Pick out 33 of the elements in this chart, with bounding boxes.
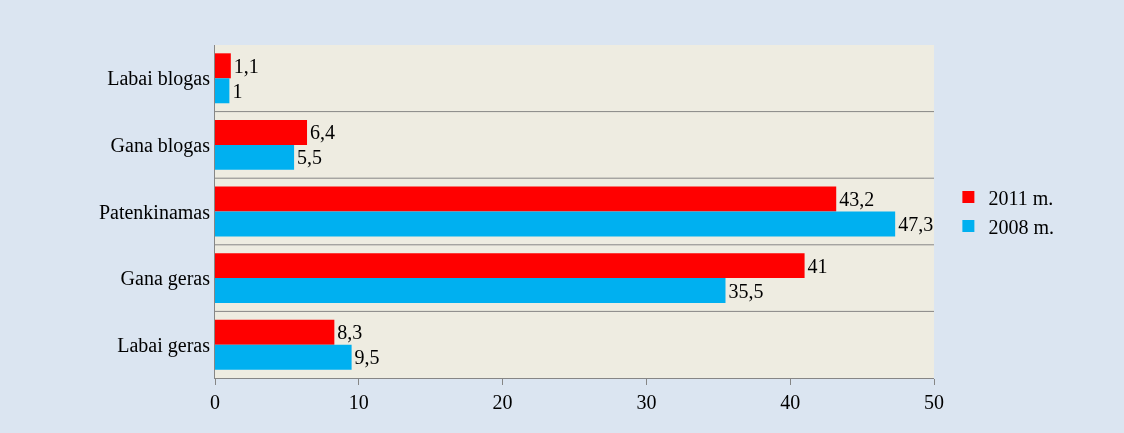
bar — [215, 119, 308, 145]
x-tick-label: 40 — [780, 391, 801, 413]
x-tick-label: 30 — [636, 391, 657, 413]
bar — [215, 253, 805, 279]
x-tick-label: 0 — [210, 391, 220, 413]
bar — [215, 211, 896, 237]
bar — [215, 278, 726, 304]
data-label: 9,5 — [354, 346, 380, 369]
data-label: 43,2 — [839, 188, 875, 211]
x-tick-label: 20 — [492, 391, 513, 413]
data-label: 35,5 — [728, 279, 764, 302]
data-label: 47,3 — [898, 212, 934, 235]
legend-label: 2011 m. — [988, 186, 1054, 209]
data-label: 41 — [807, 254, 828, 277]
bar — [215, 144, 295, 170]
bar — [215, 78, 230, 104]
bar — [215, 344, 352, 370]
y-tick-label: Labai geras — [117, 333, 211, 357]
x-tick-label: 50 — [924, 391, 944, 413]
y-tick-label: Patenkinamas — [98, 200, 211, 223]
data-label: 1 — [232, 79, 243, 102]
data-label: 1,1 — [233, 54, 259, 77]
y-tick-label: Gana geras — [120, 267, 211, 291]
bar — [215, 186, 837, 212]
bar — [215, 319, 335, 345]
data-label: 6,4 — [310, 121, 336, 144]
legend-label: 2008 m. — [988, 215, 1054, 238]
bar — [215, 53, 231, 79]
y-tick-label: Gana blogas — [110, 133, 211, 157]
data-label: 5,5 — [297, 146, 323, 169]
data-label: 8,3 — [337, 321, 363, 344]
x-tick-label: 10 — [348, 391, 369, 413]
y-tick-label: Labai blogas — [107, 67, 211, 91]
